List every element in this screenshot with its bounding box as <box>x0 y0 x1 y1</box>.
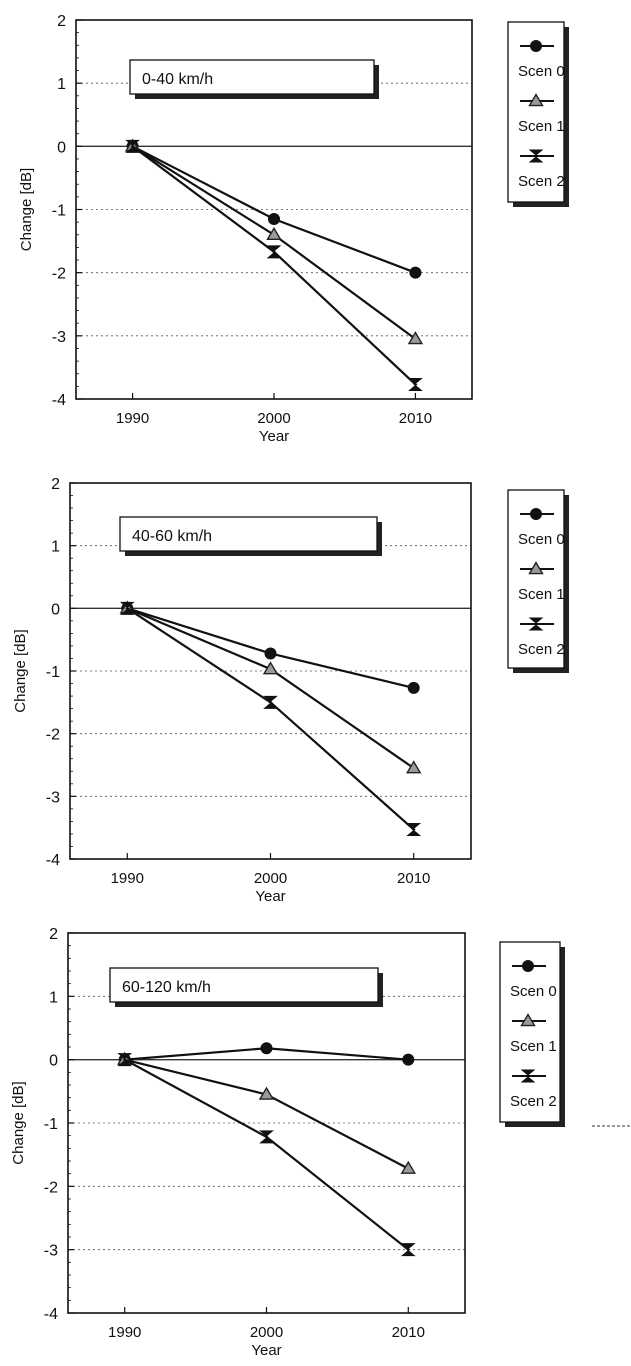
legend-marker-1 <box>528 93 544 107</box>
data-point-scen-1-2010 <box>405 760 422 774</box>
x-tick-label: 2010 <box>397 870 430 887</box>
x-axis-label: Year <box>251 1342 281 1359</box>
title-box <box>129 59 375 95</box>
y-tick-label: 0 <box>49 1053 58 1070</box>
legend-marker-0 <box>522 960 534 972</box>
data-point-scen-1-2000 <box>258 1086 275 1100</box>
y-tick-label: -1 <box>52 203 66 220</box>
legend-label: Scen 0 <box>510 983 557 1000</box>
y-tick-label: -3 <box>52 329 66 346</box>
legend-marker-0 <box>530 508 542 520</box>
title-box <box>109 967 379 1003</box>
legend-marker-0 <box>530 40 542 52</box>
legend-marker-2 <box>528 149 544 163</box>
data-point-scen-2-2000 <box>263 695 278 709</box>
legend-box <box>499 941 561 1123</box>
data-point-scen-2-1990 <box>117 1053 133 1067</box>
data-point-scen-0-2000 <box>268 212 280 225</box>
data-point-scen-0-2010 <box>407 681 420 694</box>
title-box <box>119 516 378 552</box>
legend-label: Scen 0 <box>518 63 565 80</box>
legend-label: Scen 1 <box>518 586 565 603</box>
legend-label: Scen 2 <box>510 1093 557 1110</box>
chart-panel-3: 2 1 0 -1 -2 -3 -4 1990 2000 2010 Year Change [dB] 60… <box>10 926 565 1359</box>
y-tick-label: 0 <box>51 601 60 618</box>
series-line-scen-1 <box>131 145 417 340</box>
series-line-scen-1 <box>124 1058 409 1170</box>
data-point-scen-2-2000 <box>266 245 282 259</box>
x-tick-label: 1990 <box>108 1324 141 1341</box>
x-tick-label: 2000 <box>254 870 287 887</box>
y-tick-label: -1 <box>44 1116 58 1133</box>
legend-label: Scen 2 <box>518 641 565 658</box>
data-point-scen-0-2010 <box>409 266 422 279</box>
legend-marker-1 <box>528 561 544 575</box>
legend-marker-2 <box>528 617 544 631</box>
plot-frame <box>75 19 473 400</box>
y-tick-label: 2 <box>49 926 58 943</box>
y-tick-label: -2 <box>46 727 60 744</box>
x-tick-label: 2000 <box>250 1324 283 1341</box>
y-tick-label: 0 <box>57 139 66 156</box>
data-point-scen-1-2010 <box>407 331 424 345</box>
x-tick-label: 2010 <box>392 1324 425 1341</box>
x-axis-label: Year <box>255 888 285 905</box>
y-tick-label: 2 <box>51 476 60 493</box>
y-tick-label: -1 <box>46 664 60 681</box>
data-point-scen-2-2010 <box>406 823 422 837</box>
y-tick-label: -3 <box>46 789 60 806</box>
y-tick-label: -4 <box>52 392 66 409</box>
y-tick-label: 1 <box>51 539 60 556</box>
chart-title: 0-40 km/h <box>142 71 213 88</box>
y-axis-label: Change [dB] <box>18 168 35 251</box>
y-tick-label: -4 <box>44 1306 58 1323</box>
data-point-scen-0-2010 <box>402 1053 415 1066</box>
plot-frame <box>67 932 466 1314</box>
data-point-scen-1-2010 <box>400 1160 417 1174</box>
legend-label: Scen 0 <box>518 531 565 548</box>
y-tick-label: -2 <box>44 1179 58 1196</box>
x-tick-label: 2010 <box>399 410 432 427</box>
data-point-scen-2-1990 <box>125 139 140 153</box>
x-tick-label: 1990 <box>111 870 144 887</box>
x-tick-label: 2000 <box>257 410 290 427</box>
data-point-scen-2-1990 <box>119 601 135 615</box>
data-point-scen-2-2010 <box>400 1243 416 1257</box>
legend-label: Scen 2 <box>518 173 565 190</box>
legend-label: Scen 1 <box>510 1038 557 1055</box>
y-tick-label: 1 <box>49 989 58 1006</box>
chart-title: 60-120 km/h <box>122 979 211 996</box>
plot-frame <box>69 482 472 860</box>
data-point-scen-0-2000 <box>260 1042 273 1055</box>
y-tick-label: 2 <box>57 13 66 30</box>
data-point-scen-1-2000 <box>266 226 282 241</box>
series-line-scen-2 <box>131 145 417 386</box>
legend-marker-2 <box>520 1069 536 1083</box>
x-tick-label: 1990 <box>116 410 149 427</box>
data-point-scen-0-2000 <box>264 647 277 660</box>
y-tick-label: 1 <box>57 76 66 93</box>
data-point-scen-1-2000 <box>262 661 279 675</box>
x-axis-label: Year <box>259 428 289 445</box>
y-axis-label: Change [dB] <box>12 629 29 712</box>
y-tick-label: -4 <box>46 852 60 869</box>
chart-panel-2: 2 1 0 -1 -2 -3 -4 1990 2000 2010 Year Change [dB] 40… <box>12 476 569 905</box>
data-point-scen-2-2010 <box>408 377 423 391</box>
legend-label: Scen 1 <box>518 118 565 135</box>
series-line-scen-1 <box>126 607 415 770</box>
data-point-scen-2-2000 <box>259 1130 274 1144</box>
y-axis-label: Change [dB] <box>10 1081 27 1164</box>
y-tick-label: -2 <box>52 266 66 283</box>
y-tick-label: -3 <box>44 1243 58 1260</box>
chart-title: 40-60 km/h <box>132 528 212 545</box>
legend-marker-1 <box>520 1013 536 1027</box>
chart-panel-1: 2 1 0 -1 -2 -3 -4 1990 2000 2010 Year Change [dB] 0-… <box>18 13 569 445</box>
